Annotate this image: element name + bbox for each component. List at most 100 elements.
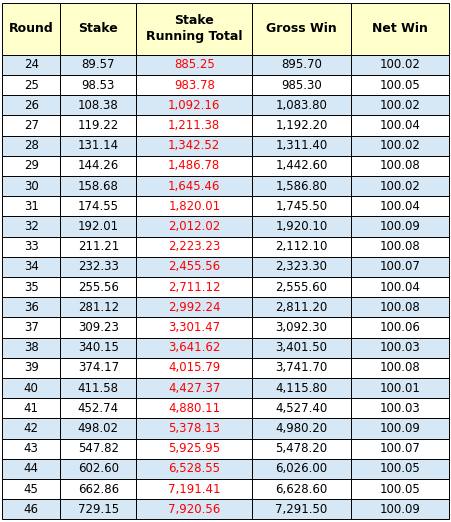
Bar [2, 176, 60, 196]
Bar [350, 236, 449, 257]
Bar [60, 419, 136, 438]
Bar [350, 479, 449, 499]
Bar [350, 257, 449, 277]
Text: 44: 44 [24, 462, 39, 476]
Bar [252, 378, 350, 398]
Bar [252, 217, 350, 236]
Text: 100.03: 100.03 [379, 341, 420, 354]
Text: 33: 33 [24, 240, 39, 253]
Text: 1,645.46: 1,645.46 [168, 180, 221, 193]
Bar [136, 358, 252, 378]
Text: 6,528.55: 6,528.55 [168, 462, 220, 476]
Bar [136, 419, 252, 438]
Bar [60, 297, 136, 317]
Text: 100.04: 100.04 [379, 281, 420, 293]
Text: 100.08: 100.08 [379, 301, 420, 314]
Bar [136, 136, 252, 156]
Bar [252, 176, 350, 196]
Text: 1,211.38: 1,211.38 [168, 119, 221, 132]
Bar [136, 499, 252, 519]
Text: 29: 29 [24, 159, 39, 172]
Bar [2, 277, 60, 297]
Text: 2,223.23: 2,223.23 [168, 240, 221, 253]
Text: 1,486.78: 1,486.78 [168, 159, 221, 172]
Bar [252, 419, 350, 438]
Bar [350, 277, 449, 297]
Text: 281.12: 281.12 [78, 301, 119, 314]
Text: 158.68: 158.68 [78, 180, 119, 193]
Text: 24: 24 [24, 58, 39, 72]
Text: 192.01: 192.01 [78, 220, 119, 233]
Text: 3,741.70: 3,741.70 [275, 361, 327, 374]
Text: 3,401.50: 3,401.50 [276, 341, 327, 354]
Bar [252, 358, 350, 378]
Bar [252, 277, 350, 297]
Bar [252, 438, 350, 459]
Text: 100.02: 100.02 [379, 58, 420, 72]
Bar [350, 136, 449, 156]
Text: 232.33: 232.33 [78, 260, 119, 274]
Bar [136, 277, 252, 297]
Bar [252, 196, 350, 217]
Text: 100.07: 100.07 [379, 260, 420, 274]
Text: 1,342.52: 1,342.52 [168, 139, 221, 152]
Bar [350, 3, 449, 55]
Text: 983.78: 983.78 [174, 79, 215, 91]
Text: 100.05: 100.05 [379, 79, 420, 91]
Bar [252, 236, 350, 257]
Bar [136, 398, 252, 419]
Text: 46: 46 [24, 503, 39, 516]
Bar [252, 317, 350, 338]
Text: 4,980.20: 4,980.20 [276, 422, 327, 435]
Text: 7,291.50: 7,291.50 [275, 503, 327, 516]
Bar [350, 115, 449, 136]
Text: Gross Win: Gross Win [266, 22, 337, 35]
Text: 100.08: 100.08 [379, 159, 420, 172]
Bar [136, 217, 252, 236]
Bar [2, 217, 60, 236]
Bar [350, 176, 449, 196]
Text: 211.21: 211.21 [78, 240, 119, 253]
Bar [60, 136, 136, 156]
Bar [60, 438, 136, 459]
Bar [60, 217, 136, 236]
Bar [60, 75, 136, 95]
Bar [252, 156, 350, 176]
Bar [136, 459, 252, 479]
Bar [60, 317, 136, 338]
Text: 7,920.56: 7,920.56 [168, 503, 221, 516]
Bar [350, 156, 449, 176]
Bar [252, 95, 350, 115]
Text: 5,925.95: 5,925.95 [168, 442, 220, 455]
Bar [252, 136, 350, 156]
Text: 985.30: 985.30 [281, 79, 322, 91]
Bar [252, 479, 350, 499]
Bar [60, 257, 136, 277]
Bar [136, 338, 252, 358]
Bar [136, 156, 252, 176]
Text: 4,115.80: 4,115.80 [276, 382, 327, 395]
Bar [350, 317, 449, 338]
Bar [2, 499, 60, 519]
Text: 2,455.56: 2,455.56 [168, 260, 220, 274]
Text: 5,478.20: 5,478.20 [276, 442, 327, 455]
Text: 34: 34 [24, 260, 39, 274]
Bar [136, 115, 252, 136]
Text: 26: 26 [24, 99, 39, 112]
Bar [2, 156, 60, 176]
Text: 6,026.00: 6,026.00 [276, 462, 327, 476]
Text: 374.17: 374.17 [78, 361, 119, 374]
Bar [252, 338, 350, 358]
Bar [2, 236, 60, 257]
Bar [252, 297, 350, 317]
Bar [350, 358, 449, 378]
Bar [2, 398, 60, 419]
Bar [2, 317, 60, 338]
Text: 31: 31 [24, 200, 39, 213]
Text: 40: 40 [24, 382, 39, 395]
Text: Net Win: Net Win [372, 22, 428, 35]
Bar [252, 75, 350, 95]
Bar [60, 3, 136, 55]
Text: 100.02: 100.02 [379, 139, 420, 152]
Bar [136, 176, 252, 196]
